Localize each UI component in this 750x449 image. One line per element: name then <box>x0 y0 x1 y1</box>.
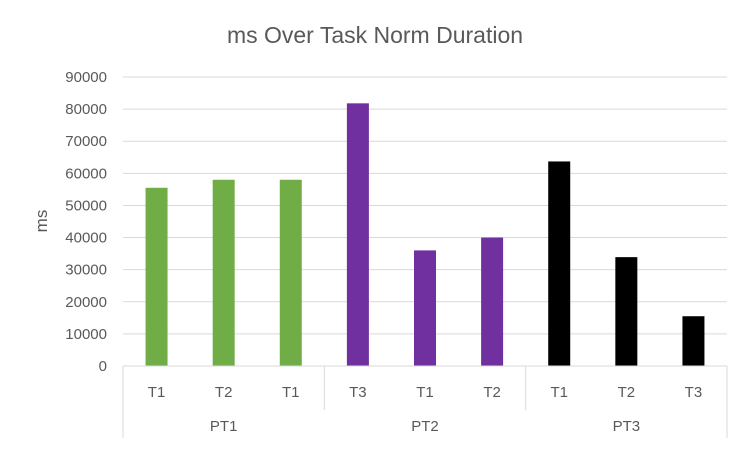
x-axis: T1 T2 T1 PT1 T3 T1 T2 PT2 T1 T2 T3 PT3 <box>122 365 728 438</box>
bar <box>682 316 705 366</box>
bar <box>414 250 436 366</box>
y-tick-label: 60000 <box>65 165 107 182</box>
x-group-label: PT3 <box>613 418 641 435</box>
y-tick-label: 40000 <box>65 230 107 247</box>
x-category-label: T2 <box>483 384 501 401</box>
y-axis-ticks: 0 10000 20000 30000 40000 50000 60000 70000 8000… <box>65 69 107 375</box>
bars <box>145 103 705 366</box>
y-tick-label: 80000 <box>65 101 107 118</box>
x-category-label: T3 <box>685 384 703 401</box>
bar <box>481 237 504 366</box>
bar <box>548 161 571 366</box>
x-group-label: PT2 <box>411 418 439 435</box>
y-tick-label: 10000 <box>65 326 107 343</box>
y-tick-label: 50000 <box>65 197 107 214</box>
x-category-label: T1 <box>148 384 166 401</box>
bar <box>346 103 369 366</box>
y-tick-label: 0 <box>99 358 107 375</box>
y-tick-label: 20000 <box>65 294 107 311</box>
bar <box>615 257 638 366</box>
x-category-label: T1 <box>282 384 300 401</box>
bar <box>212 179 235 366</box>
x-category-label: T1 <box>416 384 434 401</box>
x-category-label: T3 <box>349 384 367 401</box>
x-category-label: T1 <box>550 384 568 401</box>
x-category-label: T2 <box>215 384 233 401</box>
x-category-label: T2 <box>618 384 636 401</box>
bar <box>145 187 168 366</box>
y-tick-label: 90000 <box>65 69 107 86</box>
x-group-label: PT1 <box>210 418 238 435</box>
bar <box>279 179 302 366</box>
y-tick-label: 70000 <box>65 133 107 150</box>
y-tick-label: 30000 <box>65 262 107 279</box>
y-axis-label: ms <box>32 210 51 233</box>
chart-title: ms Over Task Norm Duration <box>227 22 523 48</box>
